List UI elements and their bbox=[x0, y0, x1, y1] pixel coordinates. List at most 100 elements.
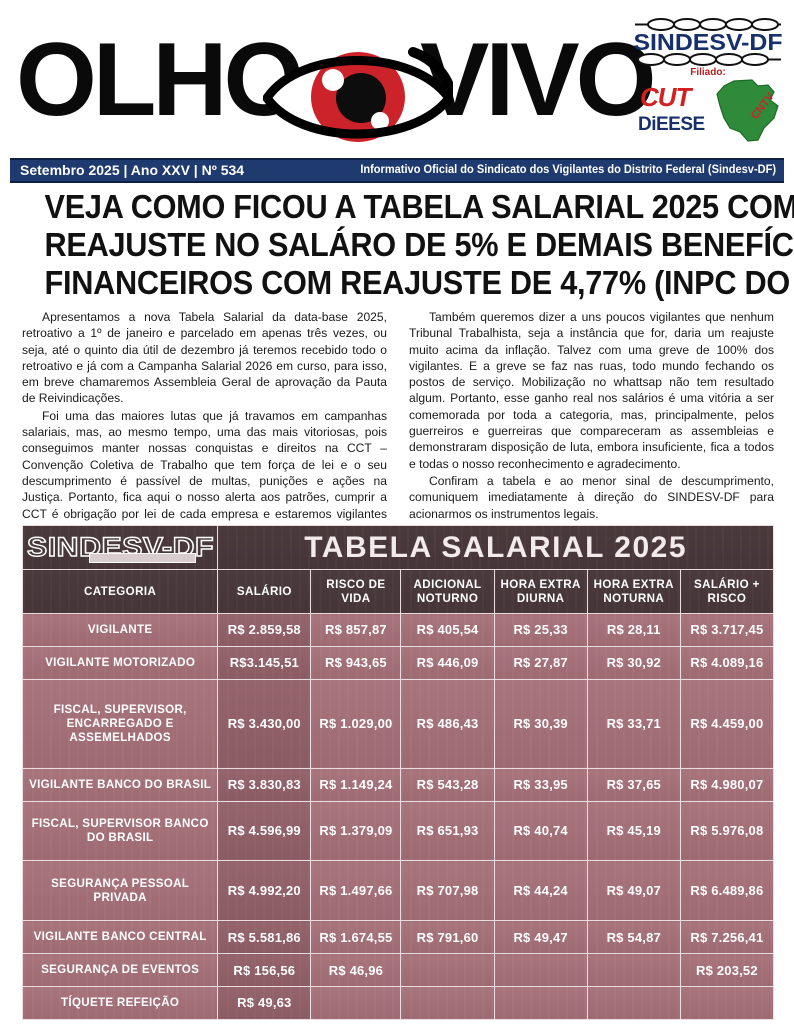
cell-salario: R$ 3.430,00 bbox=[217, 678, 312, 769]
cell-hora-extra-noturna: R$ 30,92 bbox=[586, 645, 681, 680]
cell-categoria: VIGILANTE MOTORIZADO bbox=[21, 645, 219, 680]
cell-salario: R$ 5.581,86 bbox=[217, 920, 312, 955]
cell-hora-extra-diurna: R$ 44,24 bbox=[493, 860, 588, 922]
paragraph: Também queremos dizer a uns poucos vigil… bbox=[409, 310, 774, 471]
cell-adicional-noturno: R$ 651,93 bbox=[400, 800, 495, 862]
cell-risco-vida: R$ 46,96 bbox=[310, 953, 402, 987]
cell-salario-risco: R$ 203,52 bbox=[679, 953, 775, 987]
cell-salario-risco: R$ 5.976,08 bbox=[679, 800, 775, 862]
cell-adicional-noturno: R$ 543,28 bbox=[400, 767, 495, 802]
cell-salario-risco: R$ 4.089,16 bbox=[679, 645, 775, 680]
tagline-label: Informativo Oficial do Sindicato dos Vig… bbox=[360, 164, 776, 176]
salary-table: SINDESV-DF TABELA SALARIAL 2025 CATEGORI… bbox=[21, 525, 775, 1021]
cell-categoria: SEGURANÇA PESSOAL PRIVADA bbox=[21, 860, 219, 922]
cell-hora-extra-diurna: R$ 40,74 bbox=[493, 800, 588, 862]
cell-hora-extra-noturna: R$ 37,65 bbox=[586, 767, 681, 802]
cell-hora-extra-diurna bbox=[493, 985, 588, 1021]
dieese-logo: DiEESE bbox=[638, 114, 705, 135]
column-header-hora-extra-diurna: HORA EXTRA DIURNA bbox=[493, 569, 588, 614]
cell-hora-extra-noturna bbox=[586, 985, 681, 1021]
cell-hora-extra-noturna: R$ 33,71 bbox=[586, 678, 681, 769]
table-title: TABELA SALARIAL 2025 bbox=[217, 525, 774, 570]
cell-hora-extra-diurna: R$ 33,95 bbox=[493, 767, 588, 802]
table-row: VIGILANTE BANCO DO BRASIL R$ 3.830,83 R$… bbox=[21, 767, 775, 802]
cell-salario: R$ 49,63 bbox=[217, 985, 312, 1021]
column-header-hora-extra-noturna: HORA EXTRA NOTURNA bbox=[586, 569, 681, 614]
paragraph: Apresentamos a nova Tabela Salarial da d… bbox=[22, 310, 387, 406]
cell-hora-extra-diurna: R$ 25,33 bbox=[493, 613, 588, 647]
cell-categoria: VIGILANTE BANCO DO BRASIL bbox=[21, 767, 219, 802]
masthead-title-left: OLHO bbox=[16, 22, 304, 138]
cell-salario: R$ 4.596,99 bbox=[217, 800, 312, 862]
cell-salario: R$ 4.992,20 bbox=[217, 860, 312, 922]
table-row: VIGILANTE MOTORIZADO R$3.145,51 R$ 943,6… bbox=[21, 645, 775, 680]
cell-hora-extra-diurna bbox=[493, 953, 588, 987]
table-logo-cell: SINDESV-DF bbox=[21, 525, 219, 570]
article-column-left: Apresentamos a nova Tabela Salarial da d… bbox=[22, 309, 387, 538]
paragraph: Confiram a tabela e ao menor sinal de de… bbox=[409, 473, 774, 521]
column-header-risco-de-vida: RISCO DE VIDA bbox=[310, 569, 402, 614]
column-header-adicional-noturno: ADICIONAL NOTURNO bbox=[400, 569, 495, 614]
table-row: VIGILANTE BANCO CENTRAL R$ 5.581,86 R$ 1… bbox=[21, 920, 775, 955]
paragraph: Foi uma das maiores lutas que já travamo… bbox=[22, 408, 387, 537]
cell-categoria: FISCAL, SUPERVISOR BANCO DO BRASIL bbox=[21, 800, 219, 862]
masthead: OLHO VIVO SINDESV-DF bbox=[10, 16, 784, 142]
cell-adicional-noturno: R$ 791,60 bbox=[400, 920, 495, 955]
cell-categoria: SEGURANÇA DE EVENTOS bbox=[21, 953, 219, 987]
eye-icon bbox=[261, 42, 456, 150]
affiliates: CUT DiEESE CNTV bbox=[632, 78, 784, 142]
cell-adicional-noturno: R$ 405,54 bbox=[400, 613, 495, 647]
edition-label: Setembro 2025 | Ano XXV | Nº 534 bbox=[20, 162, 245, 178]
chain-link-icon bbox=[635, 18, 781, 31]
cell-risco-vida: R$ 1.674,55 bbox=[310, 920, 402, 955]
cell-categoria: TÍQUETE REFEIÇÃO bbox=[21, 985, 219, 1021]
column-header-categoria: CATEGORIA bbox=[21, 569, 219, 614]
article-body: Apresentamos a nova Tabela Salarial da d… bbox=[22, 309, 774, 538]
article-column-right: Também queremos dizer a uns poucos vigil… bbox=[409, 309, 774, 538]
table-header-row: CATEGORIA SALÁRIO RISCO DE VIDA ADICIONA… bbox=[21, 569, 775, 614]
cell-hora-extra-diurna: R$ 49,47 bbox=[493, 920, 588, 955]
cell-adicional-noturno: R$ 486,43 bbox=[400, 678, 495, 769]
cell-categoria: FISCAL, SUPERVISOR, ENCARREGADO E ASSEME… bbox=[21, 678, 219, 769]
table-row: FISCAL, SUPERVISOR, ENCARREGADO E ASSEME… bbox=[21, 678, 775, 769]
cell-risco-vida: R$ 1.497,66 bbox=[310, 860, 402, 922]
cell-adicional-noturno: R$ 446,09 bbox=[400, 645, 495, 680]
cell-hora-extra-noturna: R$ 28,11 bbox=[586, 613, 681, 647]
sindesv-logo-block: SINDESV-DF Filiado: CUT DiEESE CNTV bbox=[632, 18, 784, 142]
newsletter-page: OLHO VIVO SINDESV-DF bbox=[0, 16, 794, 1036]
page-headline: VEJA COMO FICOU A TABELA SALARIAL 2025 C… bbox=[18, 188, 794, 302]
cell-hora-extra-noturna: R$ 45,19 bbox=[586, 800, 681, 862]
cell-risco-vida: R$ 857,87 bbox=[310, 613, 402, 647]
cell-adicional-noturno bbox=[400, 985, 495, 1021]
cell-salario: R$ 2.859,58 bbox=[217, 613, 312, 647]
table-row: SEGURANÇA PESSOAL PRIVADA R$ 4.992,20 R$… bbox=[21, 860, 775, 922]
cell-salario: R$ 156,56 bbox=[217, 953, 312, 987]
cut-logo: CUT bbox=[640, 82, 691, 112]
table-title-row: SINDESV-DF TABELA SALARIAL 2025 bbox=[21, 525, 774, 570]
cell-risco-vida: R$ 943,65 bbox=[310, 645, 402, 680]
column-header-salario: SALÁRIO bbox=[217, 569, 312, 614]
cell-hora-extra-diurna: R$ 30,39 bbox=[493, 678, 588, 769]
headline-line-3: FINANCEIROS COM REAJUSTE DE 4,77% (INPC … bbox=[44, 264, 794, 301]
cell-risco-vida: R$ 1.029,00 bbox=[310, 678, 402, 769]
table-logo-underbar bbox=[89, 553, 196, 563]
headline-line-2: REAJUSTE NO SALÁRO DE 5% E DEMAIS BENEFÍ… bbox=[44, 226, 794, 263]
cell-risco-vida: R$ 1.379,09 bbox=[310, 800, 402, 862]
cell-salario-risco: R$ 4.459,00 bbox=[679, 678, 775, 769]
cell-hora-extra-noturna bbox=[586, 953, 681, 987]
table-row: TÍQUETE REFEIÇÃO R$ 49,63 bbox=[21, 985, 775, 1021]
edition-infobar: Setembro 2025 | Ano XXV | Nº 534 Informa… bbox=[10, 158, 784, 183]
cell-hora-extra-noturna: R$ 54,87 bbox=[586, 920, 681, 955]
cell-risco-vida bbox=[310, 985, 402, 1021]
sindesv-brand-name: SINDESV-DF bbox=[633, 29, 783, 55]
table-row: VIGILANTE R$ 2.859,58 R$ 857,87 R$ 405,5… bbox=[21, 613, 775, 647]
cell-salario-risco: R$ 4.980,07 bbox=[679, 767, 775, 802]
chain-link-icon-bottom bbox=[635, 53, 781, 66]
cell-categoria: VIGILANTE BANCO CENTRAL bbox=[21, 920, 219, 955]
column-header-salario-risco: SALÁRIO + RISCO bbox=[679, 569, 775, 614]
cell-hora-extra-noturna: R$ 49,07 bbox=[586, 860, 681, 922]
cell-adicional-noturno bbox=[400, 953, 495, 987]
filiado-label: Filiado: bbox=[690, 67, 726, 78]
cell-salario-risco: R$ 6.489,86 bbox=[679, 860, 775, 922]
cell-adicional-noturno: R$ 707,98 bbox=[400, 860, 495, 922]
